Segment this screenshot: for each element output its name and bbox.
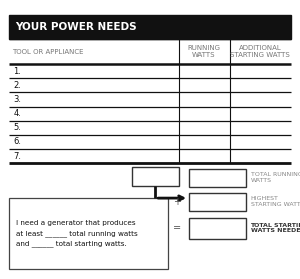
Bar xyxy=(9,15,291,39)
Text: 4.: 4. xyxy=(14,109,21,118)
Bar xyxy=(189,193,246,211)
Text: HIGHEST
STARTING WATTS: HIGHEST STARTING WATTS xyxy=(250,196,300,207)
Text: 2.: 2. xyxy=(14,81,21,90)
Text: +: + xyxy=(173,197,181,206)
Text: TOTAL STARTING
WATTS NEEDED: TOTAL STARTING WATTS NEEDED xyxy=(250,223,300,234)
Text: TOTAL RUNNING
WATTS: TOTAL RUNNING WATTS xyxy=(250,172,300,183)
Text: 5.: 5. xyxy=(14,123,21,132)
Text: I need a generator that produces
at least ______ total running watts
and ______ : I need a generator that produces at leas… xyxy=(16,220,138,247)
Bar xyxy=(189,169,246,187)
Text: YOUR POWER NEEDS: YOUR POWER NEEDS xyxy=(15,22,136,32)
Bar xyxy=(132,167,178,186)
Bar xyxy=(9,198,168,269)
Text: RUNNING
WATTS: RUNNING WATTS xyxy=(188,45,220,58)
Text: TOOL OR APPLIANCE: TOOL OR APPLIANCE xyxy=(12,49,83,55)
Text: 3.: 3. xyxy=(14,95,22,104)
Text: ADDITIONAL
STARTING WATTS: ADDITIONAL STARTING WATTS xyxy=(230,45,290,58)
Text: =: = xyxy=(173,223,181,233)
Bar xyxy=(189,218,246,239)
Text: 1.: 1. xyxy=(14,67,21,76)
Text: 7.: 7. xyxy=(14,152,22,161)
Text: 6.: 6. xyxy=(14,138,22,146)
